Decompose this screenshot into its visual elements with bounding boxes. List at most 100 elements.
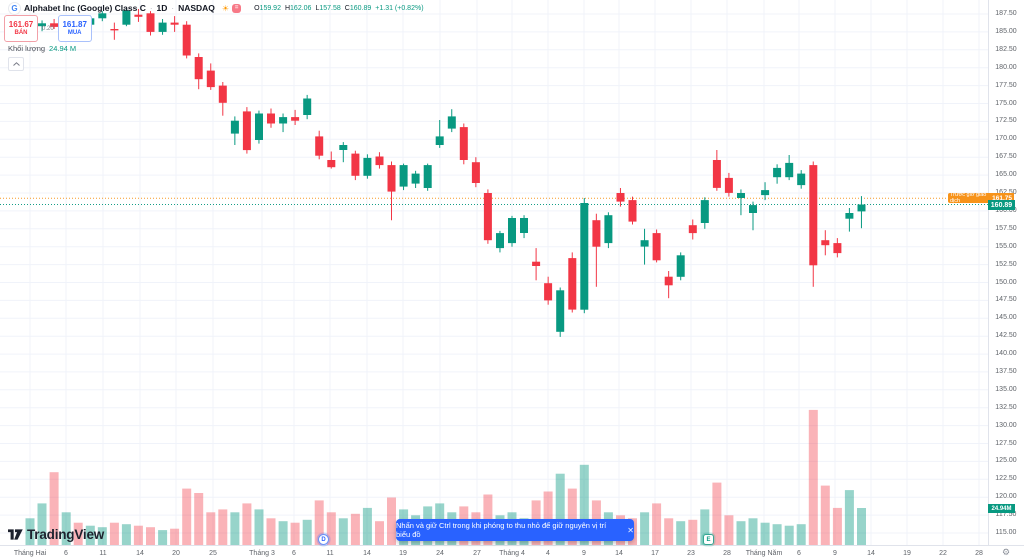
time-tick-label: 28 <box>723 550 731 557</box>
volume-bar <box>543 491 553 545</box>
volume-bar <box>688 519 698 545</box>
premarket-sun-icon: ☀ <box>221 3 230 13</box>
volume-bar <box>736 521 746 545</box>
legend-separator: · <box>171 3 175 13</box>
candle <box>797 170 806 189</box>
volume-bar <box>194 493 204 545</box>
candle <box>508 215 516 247</box>
candle <box>98 11 107 22</box>
candle <box>170 16 179 32</box>
high-value: 162.06 <box>290 4 312 12</box>
collapse-legend-button[interactable] <box>8 57 24 71</box>
candle <box>134 9 143 22</box>
tooltip-text: Nhấn và giữ Ctrl trong khi phóng to thu … <box>396 521 607 539</box>
tradingview-logo-icon <box>8 529 23 540</box>
candle <box>423 163 432 191</box>
price-axis[interactable]: 187.50 185.00 182.50 180.00 177.50 175.00 172.… <box>988 0 1024 545</box>
candle <box>38 20 46 32</box>
candle <box>761 182 770 201</box>
price-tick-label: 125.00 <box>995 457 1017 465</box>
candle <box>616 188 625 207</box>
candle <box>110 22 119 40</box>
volume-bar <box>109 522 119 545</box>
candle <box>724 172 733 197</box>
candle <box>279 113 288 133</box>
volume-bar <box>218 509 228 545</box>
symbol-legend: G Alphabet Inc (Google) Class C · 1D · N… <box>8 1 424 15</box>
price-tick-label: 115.00 <box>995 529 1017 536</box>
time-tick-label: 19 <box>903 550 911 557</box>
time-tick-label: 6 <box>64 550 68 557</box>
premarket-price-label: Trước giờ giao dịch 161.75 <box>948 192 1014 204</box>
candle <box>568 252 577 313</box>
candle <box>556 287 565 337</box>
volume-bar <box>387 497 396 545</box>
volume-bar <box>760 522 770 545</box>
exchange-label: NASDAQ <box>178 3 215 13</box>
time-tick-label: 20 <box>172 550 180 557</box>
tradingview-watermark[interactable]: TradingView <box>8 527 104 542</box>
axis-settings-gear-icon[interactable]: ⚙ <box>1002 547 1011 557</box>
volume-bar <box>676 521 686 545</box>
volume-bar <box>73 522 83 545</box>
price-tick-label: 142.50 <box>995 332 1017 340</box>
dividend-badge[interactable]: D <box>318 534 329 545</box>
time-tick-label: 9 <box>582 550 586 557</box>
volume-bar <box>182 488 192 545</box>
price-tick-label: 167.50 <box>995 153 1017 161</box>
time-axis[interactable]: Tháng Hai 6 11 14 20 25 Tháng 3 6 11 14 19 24 27 Thán… <box>0 545 1024 560</box>
volume-axis-label: 24.94M <box>988 504 1015 513</box>
close-label: C <box>344 4 350 12</box>
price-tick-label: 157.50 <box>995 224 1017 232</box>
candle <box>483 189 492 244</box>
earnings-badge[interactable]: E <box>703 534 714 545</box>
volume-bar <box>700 509 710 545</box>
candle <box>50 19 59 29</box>
volume-bar <box>796 524 806 545</box>
price-tick-label: 127.50 <box>995 439 1017 447</box>
volume-bar <box>362 507 372 545</box>
price-tick-label: 137.50 <box>995 367 1017 375</box>
candle <box>700 197 709 229</box>
candle <box>303 94 312 120</box>
sell-button[interactable]: 161.67 BÁN <box>4 15 38 42</box>
candle <box>218 82 227 116</box>
legend-separator: · <box>149 3 153 13</box>
interval-label[interactable]: 1D <box>156 3 168 13</box>
volume-bar <box>242 503 252 545</box>
candle <box>315 130 324 160</box>
premarket-value: 161.75 <box>992 194 1012 202</box>
tradingview-brand-text: TradingView <box>27 527 105 542</box>
symbol-title[interactable]: Alphabet Inc (Google) Class C <box>24 3 146 13</box>
tooltip-close-icon[interactable]: ✕ <box>627 525 634 535</box>
volume-bar <box>567 488 577 545</box>
volume-label: Khối lượng <box>8 44 46 53</box>
candle <box>230 116 239 145</box>
candle <box>664 271 673 299</box>
price-tick-label: 117.50 <box>995 511 1017 519</box>
time-tick-label: 11 <box>326 550 334 557</box>
volume-bar <box>640 512 650 545</box>
volume-bar <box>97 527 107 545</box>
candle <box>604 212 613 249</box>
chevron-up-icon <box>12 62 20 66</box>
time-tick-label: 6 <box>292 550 296 557</box>
candle <box>520 215 528 239</box>
price-tick-label: 175.00 <box>995 99 1017 107</box>
volume-bar <box>832 507 842 545</box>
volume-bar <box>350 513 360 545</box>
price-tick-label: 162.50 <box>989 189 1023 196</box>
market-status-icon[interactable]: = <box>232 3 242 13</box>
volume-bar <box>85 525 95 545</box>
time-tick-label: 22 <box>939 550 947 557</box>
price-tick-label: 130.00 <box>995 421 1017 429</box>
sell-label: BÁN <box>14 29 28 36</box>
ohlc-row: O 159.92 H 162.06 L 157.58 C 160.89 +1.31 (+… <box>250 5 423 12</box>
buy-button[interactable]: 161.87 MUA <box>57 15 92 42</box>
candle <box>327 151 336 169</box>
candle <box>471 157 480 188</box>
price-tick-label: 140.00 <box>995 350 1017 358</box>
premarket-text: Trước giờ giao dịch <box>950 192 987 204</box>
candle <box>387 161 396 221</box>
